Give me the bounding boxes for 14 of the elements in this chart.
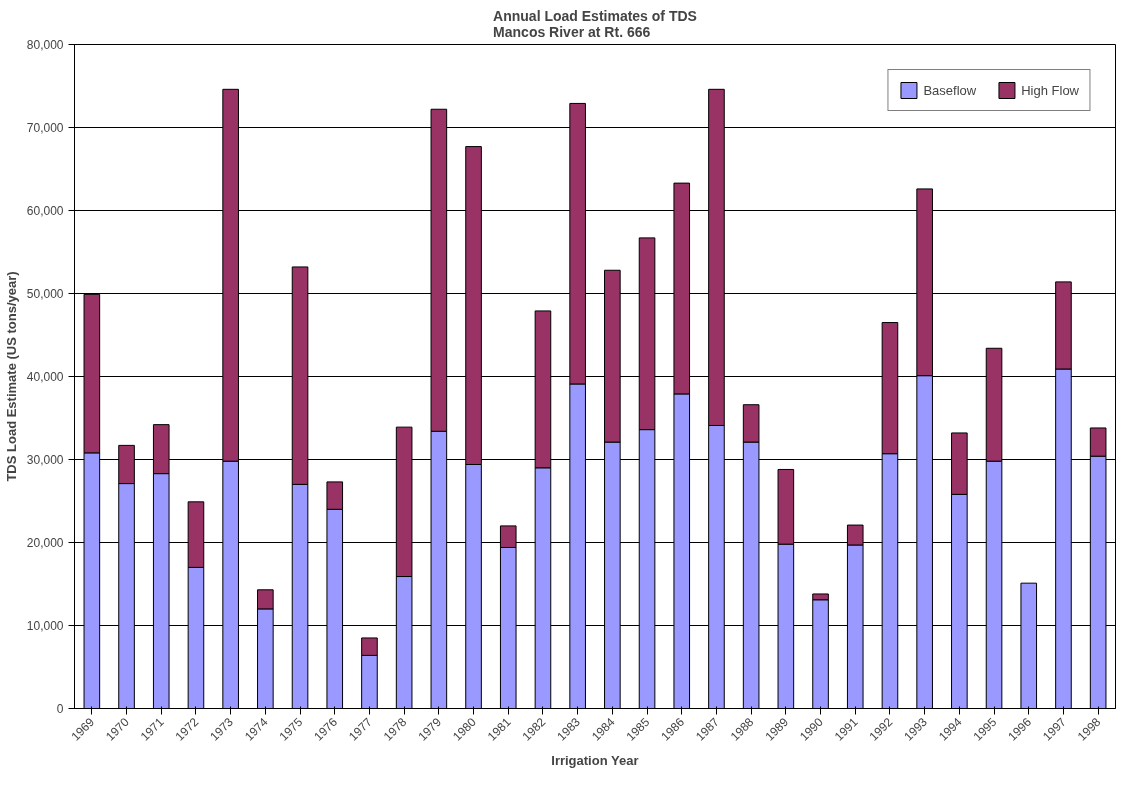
y-tick-label: 0 [56, 702, 64, 716]
legend-label: Baseflow [923, 82, 977, 98]
legend-label: High Flow [1021, 82, 1079, 98]
y-tick-label: 60,000 [26, 204, 64, 218]
y-tick-label: 30,000 [26, 453, 64, 467]
y-tick-label: 80,000 [26, 38, 64, 52]
y-tick-label: 40,000 [26, 370, 64, 384]
y-tick-label: 10,000 [26, 619, 64, 633]
y-tick-label: 50,000 [26, 287, 64, 301]
y-axis-title: TDS Load Estimate (US tons/year) [3, 271, 19, 482]
x-axis-title: Irrigation Year [551, 752, 639, 768]
y-tick-label: 20,000 [26, 536, 64, 550]
y-tick-label: 70,000 [26, 121, 64, 135]
chart-title: Annual Load Estimates of TDS Mancos River at Rt. 666 [493, 7, 697, 40]
